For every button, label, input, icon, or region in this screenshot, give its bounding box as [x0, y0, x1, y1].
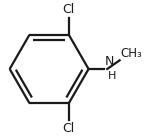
Text: N: N — [105, 55, 114, 68]
Text: Cl: Cl — [63, 3, 75, 16]
Text: CH₃: CH₃ — [120, 47, 142, 60]
Text: H: H — [108, 71, 116, 81]
Text: Cl: Cl — [63, 122, 75, 135]
